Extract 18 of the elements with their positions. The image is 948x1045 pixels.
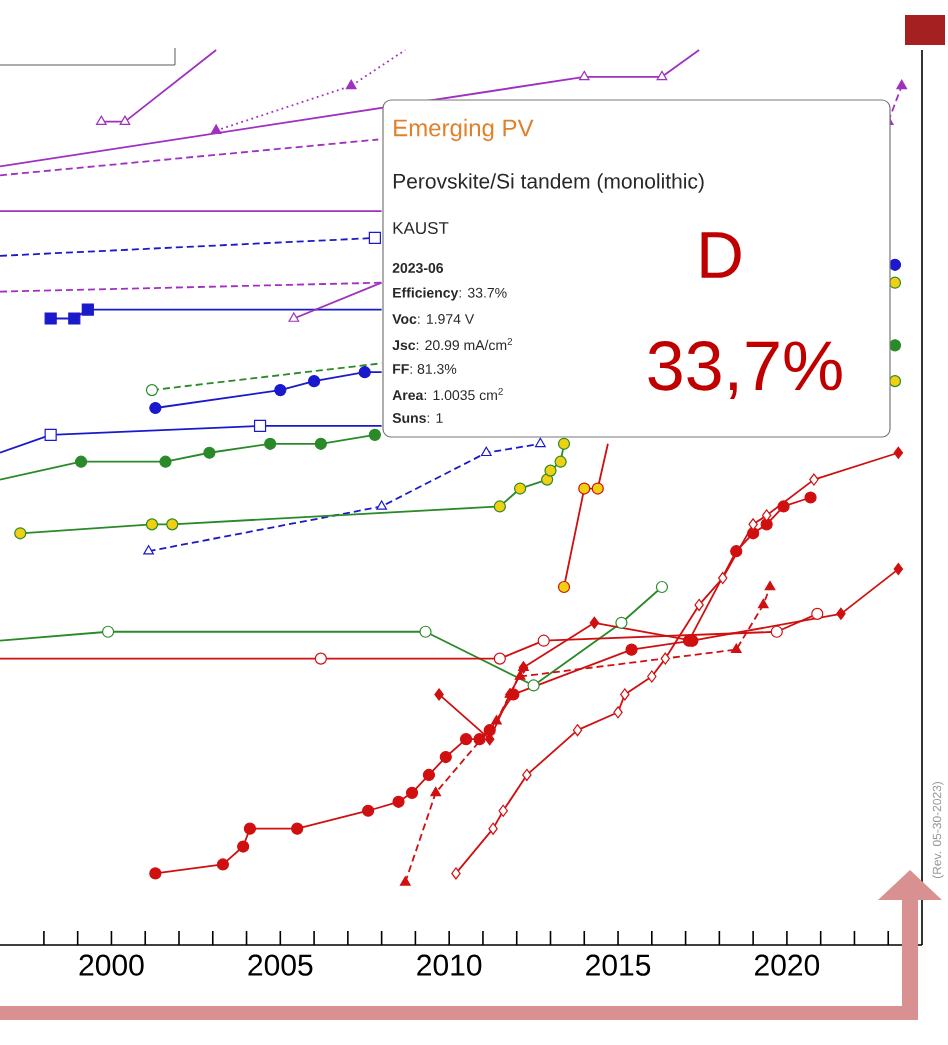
annotation: Perovskite/Si tandem (monolithic) (393, 173, 704, 193)
annotation: Area: 1.0035 cm$^{2}$ (392, 387, 503, 401)
annotation: Efficiency: 33.7% (393, 287, 507, 301)
annotation: KAUST (393, 221, 449, 235)
annotation: Voc: 1.974 V (392, 314, 475, 324)
annotation: D (701, 232, 741, 278)
x-tick-label: 2010 (417, 954, 482, 976)
annotation: Jsc: 20.99 mA/cm$^{2}$ (392, 337, 513, 351)
annotation: Emerging PV (394, 118, 534, 142)
annotation: Suns: 1 (392, 413, 443, 423)
x-tick-label: 2005 (248, 954, 313, 976)
text: (Rev. 05-30-2023) (932, 781, 944, 879)
x-tick-label: 2015 (586, 954, 651, 976)
annotation: 2023-06 (392, 263, 444, 273)
annotation: 33,7% (648, 341, 842, 399)
annotation: FF: 81.3% (393, 364, 457, 374)
x-tick-label: 2000 (79, 954, 144, 976)
x-tick-label: 2020 (755, 954, 820, 976)
